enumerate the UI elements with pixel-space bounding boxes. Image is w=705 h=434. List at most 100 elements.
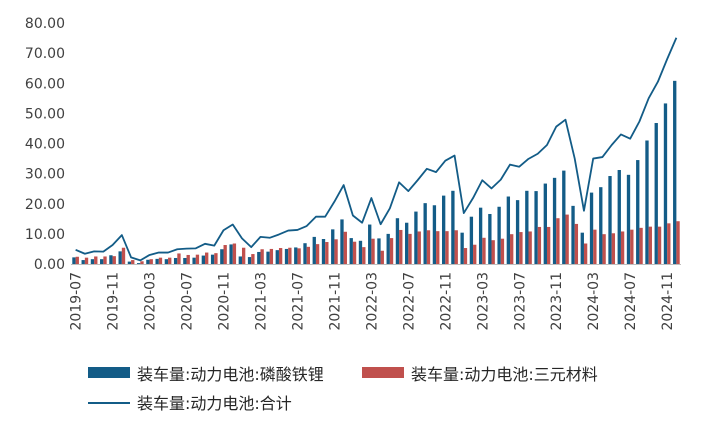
bar-lfp [127, 261, 132, 264]
bar-ncm [445, 231, 449, 264]
bar-lfp [571, 205, 575, 264]
x-tick-label: 2020-03 [143, 272, 159, 331]
y-tick-label: 80.00 [25, 16, 65, 32]
y-tick-label: 0.00 [34, 257, 65, 273]
y-tick-label: 50.00 [25, 106, 65, 122]
bar-ncm [380, 250, 384, 264]
bar-lfp [534, 191, 538, 264]
bar-ncm [565, 214, 569, 264]
bar-lfp [90, 259, 95, 264]
bar-lfp [275, 250, 279, 264]
x-tick-label: 2022-07 [401, 272, 417, 331]
bar-lfp [608, 176, 612, 264]
line-total [75, 37, 678, 262]
bar-lfp [626, 174, 631, 264]
bar-lfp [469, 216, 474, 264]
bar-ncm [436, 231, 440, 264]
bar-lfp [247, 257, 252, 264]
y-tick-label: 30.00 [25, 167, 65, 183]
line-group [75, 37, 678, 262]
bar-lfp [72, 257, 76, 264]
bar-lfp [349, 238, 353, 264]
bar-ncm [112, 256, 116, 264]
bar-lfp [192, 257, 196, 264]
bar-lfp [552, 177, 557, 264]
bar-lfp [405, 222, 409, 264]
bar-ncm [232, 243, 237, 264]
x-tick-label: 2023-07 [512, 272, 528, 331]
bar-ncm [269, 248, 274, 264]
bar-ncm [537, 226, 542, 264]
x-tick-label: 2023-03 [475, 272, 491, 331]
bar-lfp [451, 190, 455, 264]
bar-ncm [195, 254, 200, 264]
bar-lfp [340, 219, 344, 264]
bar-ncm [593, 229, 597, 264]
y-tick-label: 20.00 [25, 197, 65, 213]
bar-lfp [488, 213, 492, 264]
legend-swatch-ncm [362, 367, 404, 378]
bar-ncm [75, 256, 79, 264]
bar-ncm [519, 232, 523, 264]
y-tick-label: 60.00 [25, 76, 65, 92]
bar-lfp [312, 236, 316, 264]
x-tick-label: 2023-11 [549, 272, 565, 331]
x-tick-label: 2021-07 [290, 272, 306, 331]
legend-label-ncm: 装车量:动力电池:三元材料 [411, 365, 598, 384]
bar-lfp [423, 203, 427, 264]
bar-ncm [149, 259, 153, 264]
x-tick-label: 2020-11 [217, 272, 233, 331]
bar-ncm [463, 248, 468, 264]
x-tick-label: 2019-11 [106, 272, 122, 331]
bar-lfp [136, 263, 141, 264]
legend-swatch-lfp [88, 367, 130, 378]
bar-lfp [478, 207, 483, 264]
bar-ncm [94, 256, 98, 264]
bar-lfp [118, 251, 122, 264]
bar-ncm [602, 234, 606, 264]
bar-ncm [186, 254, 190, 264]
bar-ncm [546, 226, 551, 264]
y-tick-label: 70.00 [25, 46, 65, 62]
bar-ncm [362, 247, 366, 264]
bar-lfp [321, 239, 326, 264]
bar-ncm [214, 253, 218, 264]
x-tick-label: 2021-03 [253, 272, 269, 331]
bar-ncm [103, 256, 107, 264]
bar-ncm [417, 231, 421, 264]
bar-lfp [589, 192, 594, 264]
bar-ncm [121, 247, 126, 264]
bar-lfp [266, 251, 270, 264]
bar-ncm [611, 233, 616, 264]
bar-ncm [574, 223, 579, 264]
x-tick-label: 2019-07 [69, 272, 85, 331]
bar-lfp [257, 251, 261, 264]
bar-ncm [260, 249, 264, 264]
bar-lfp [414, 211, 418, 264]
bar-lfp [617, 170, 621, 264]
legend-label-lfp: 装车量:动力电池:磷酸铁锂 [137, 365, 324, 384]
legend-label-total: 装车量:动力电池:合计 [137, 394, 292, 413]
bar-ncm [371, 238, 375, 264]
bar-lfp [368, 224, 372, 264]
x-tick-label: 2024-03 [586, 272, 602, 331]
bar-lfp [146, 259, 150, 264]
x-tick-label: 2024-07 [623, 272, 639, 331]
bar-ncm [84, 257, 89, 264]
bar-lfp [238, 256, 242, 264]
bar-ncm [408, 233, 412, 265]
bar-ncm [528, 231, 532, 264]
bar-lfp [386, 233, 390, 265]
bar-lfp [599, 187, 603, 264]
bar-ncm [648, 226, 652, 264]
bar-lfp [377, 238, 381, 264]
bar-ncm [454, 230, 458, 264]
bar-ncm [306, 246, 311, 264]
bar-ncm [315, 244, 320, 264]
bar-ncm [676, 221, 680, 264]
y-axis: 0.00 10.00 20.00 30.00 40.00 50.00 60.00 70.00 8… [25, 16, 65, 273]
bar-ncm [177, 253, 181, 264]
bar-lfp [100, 259, 104, 264]
bar-ncm [639, 227, 643, 264]
